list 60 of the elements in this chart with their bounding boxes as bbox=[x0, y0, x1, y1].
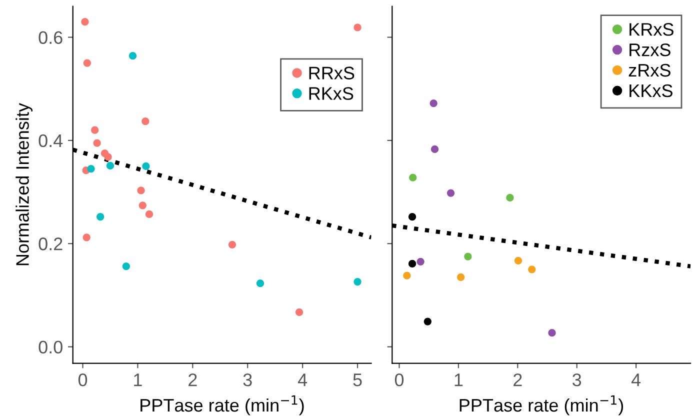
point bbox=[138, 202, 146, 210]
point bbox=[106, 162, 114, 170]
point bbox=[93, 139, 101, 147]
point bbox=[91, 126, 99, 134]
legend-label: RRxS bbox=[309, 66, 354, 80]
point bbox=[548, 329, 556, 337]
point bbox=[514, 256, 522, 264]
point bbox=[96, 212, 104, 221]
x-tick-label: 1 bbox=[454, 374, 463, 386]
point bbox=[87, 165, 95, 173]
point bbox=[354, 24, 362, 32]
legend-label: KRxS bbox=[630, 23, 674, 36]
point bbox=[457, 273, 465, 281]
x-tick-label: 1 bbox=[134, 374, 142, 386]
x-tick-label: 3 bbox=[572, 374, 582, 386]
y-axis-title: Normalized Intensity bbox=[16, 103, 32, 266]
y-tick-label: 0.0 bbox=[38, 340, 62, 354]
point bbox=[228, 240, 236, 248]
point bbox=[528, 266, 536, 274]
point bbox=[145, 210, 154, 218]
x-tick-label: 2 bbox=[514, 374, 522, 386]
x-tick-label: 5 bbox=[353, 374, 362, 386]
legend-label: KKxS bbox=[630, 84, 672, 98]
point bbox=[81, 18, 89, 26]
point bbox=[122, 262, 130, 270]
point bbox=[354, 278, 362, 286]
point bbox=[104, 153, 112, 161]
x-tick-label: 4 bbox=[631, 374, 641, 386]
point bbox=[128, 52, 137, 60]
x-axis-title: PPTase rate (min$^{−1}$) bbox=[460, 395, 624, 416]
y-tick-label: 0.4 bbox=[38, 134, 63, 148]
y-tick-label: 0.6 bbox=[38, 31, 62, 44]
x-tick-label: 2 bbox=[188, 374, 197, 386]
x-axis-title: PPTase rate (min$^{−1}$) bbox=[140, 395, 304, 416]
x-tick-label: 4 bbox=[298, 374, 308, 386]
point bbox=[430, 145, 439, 154]
point bbox=[83, 59, 91, 67]
point bbox=[464, 252, 472, 260]
x-tick-label: 0 bbox=[78, 374, 88, 386]
x-tick-label: 3 bbox=[243, 374, 252, 386]
point bbox=[430, 99, 438, 108]
point bbox=[142, 162, 150, 170]
point bbox=[408, 212, 416, 221]
x-tick-label: 0 bbox=[394, 374, 404, 386]
point bbox=[295, 308, 304, 316]
legend-label: zRxS bbox=[628, 64, 670, 77]
point bbox=[256, 280, 264, 288]
point bbox=[446, 189, 455, 197]
point bbox=[506, 194, 514, 202]
legend-label: RKxS bbox=[309, 87, 354, 100]
point bbox=[137, 186, 145, 194]
point bbox=[408, 260, 416, 268]
point bbox=[82, 234, 90, 242]
point bbox=[142, 118, 150, 126]
point bbox=[424, 318, 432, 326]
point bbox=[403, 272, 411, 280]
y-tick-label: 0.2 bbox=[38, 238, 62, 250]
point bbox=[416, 258, 424, 266]
legend-label: RzxS bbox=[630, 43, 670, 56]
point bbox=[409, 174, 417, 182]
